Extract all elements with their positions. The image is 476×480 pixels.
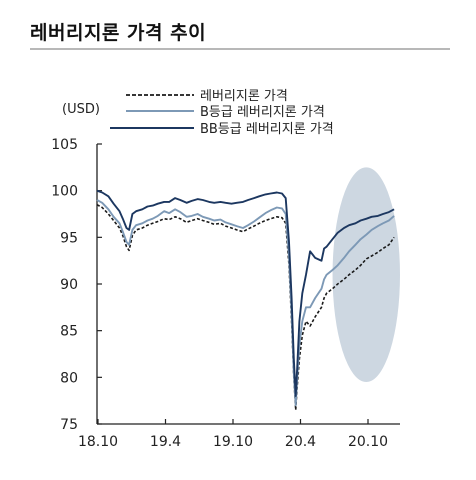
title-divider [30, 48, 450, 50]
x-tick-label: 20.4 [285, 434, 316, 450]
y-axis-label: (USD) [62, 102, 100, 117]
x-tick-label: 20.10 [348, 434, 388, 450]
y-tick-label: 100 [51, 184, 78, 200]
y-tick-label: 75 [60, 417, 78, 433]
highlight-ellipse [332, 167, 401, 382]
y-tick-label: 90 [60, 277, 78, 293]
axis-layer: 75 80 85 90 95 100 105 (USD) 18.10 19.4 19.10 20.4 2… [51, 102, 400, 450]
highlight-layer [332, 167, 401, 382]
series-line-2 [96, 199, 395, 407]
legend-label-3: BB등급 레버리지론 가격 [200, 122, 334, 137]
y-tick-label: 95 [60, 230, 78, 246]
page-title: 레버리지론 가격 추이 [30, 22, 207, 44]
x-tick-label: 19.4 [150, 434, 181, 450]
series-line-1 [96, 203, 395, 411]
y-tick-label: 105 [51, 137, 78, 153]
series-layer [96, 189, 395, 411]
x-tick-label: 19.10 [213, 434, 253, 450]
x-tick-label: 18.10 [78, 434, 118, 450]
legend-label-2: B등급 레버리지론 가격 [200, 105, 325, 120]
y-tick-label: 80 [60, 370, 78, 386]
y-tick-label: 85 [60, 324, 78, 340]
series-line-3 [96, 189, 395, 397]
legend-label-1: 레버리지론 가격 [200, 89, 288, 104]
